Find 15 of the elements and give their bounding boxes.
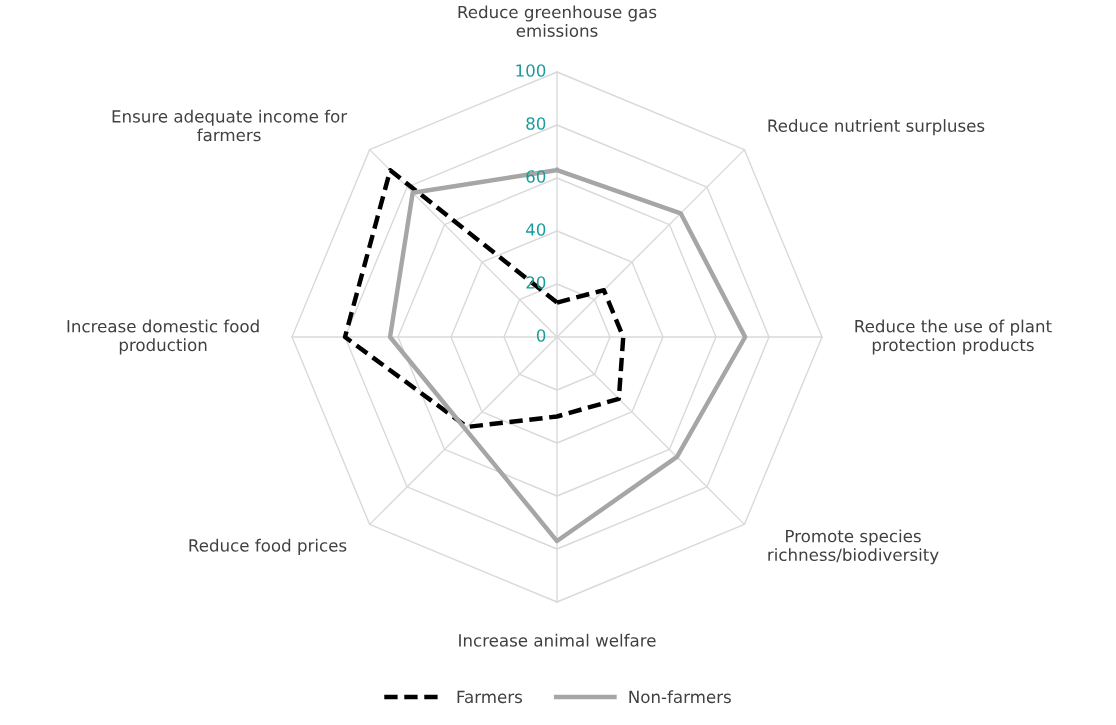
y-tick-label: 0: [536, 329, 546, 342]
legend-label: Farmers: [457, 690, 522, 704]
spoke-label: Ensure adequate income for farmers: [112, 109, 348, 142]
y-tick-label: 100: [516, 64, 546, 77]
y-tick-label: 60: [526, 170, 546, 183]
spoke-label: Promote species richness/biodiversity: [768, 529, 939, 565]
spoke-label: Increase domestic food production: [67, 319, 259, 355]
spoke-label: Increase animal welfare: [459, 633, 656, 647]
spoke-label: Reduce nutrient surpluses: [768, 119, 985, 136]
spoke-label: Reduce the use of plant protection products: [855, 319, 1052, 355]
spoke-label: Reduce food prices: [189, 538, 347, 555]
y-tick-label: 80: [526, 117, 546, 130]
y-tick-label: 40: [526, 223, 546, 236]
spoke-label: Reduce greenhouse gas emissions: [458, 5, 657, 37]
legend-label: Non-farmers: [629, 690, 731, 704]
